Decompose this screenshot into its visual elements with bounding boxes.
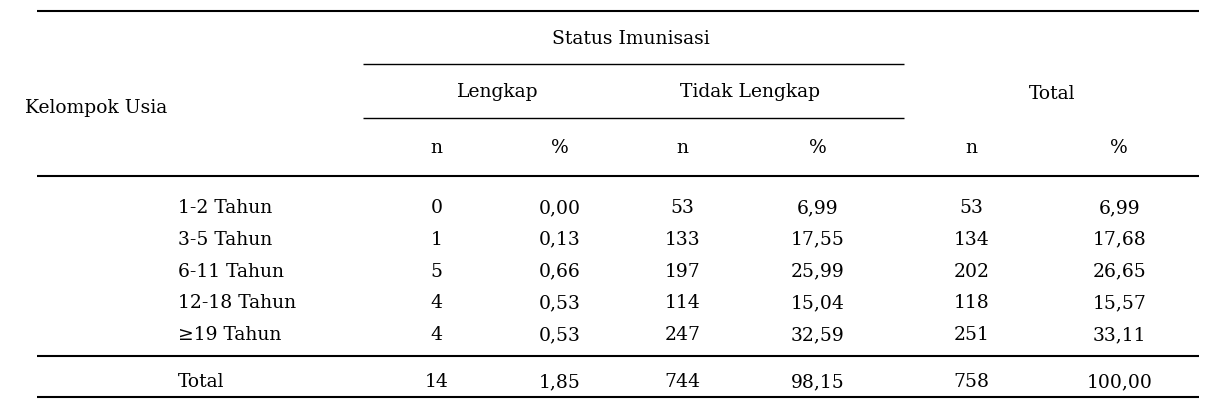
Text: %: %: [551, 139, 568, 157]
Text: 202: 202: [953, 262, 990, 281]
Text: Lengkap: Lengkap: [458, 83, 539, 101]
Text: 1,85: 1,85: [539, 373, 581, 391]
Text: 114: 114: [664, 295, 701, 312]
Text: 12-18 Tahun: 12-18 Tahun: [178, 295, 296, 312]
Text: 744: 744: [664, 373, 701, 391]
Text: 247: 247: [664, 326, 701, 344]
Text: n: n: [966, 139, 978, 157]
Text: 1-2 Tahun: 1-2 Tahun: [178, 199, 273, 217]
Text: 53: 53: [959, 199, 984, 217]
Text: Total: Total: [178, 373, 225, 391]
Text: 1: 1: [430, 231, 443, 249]
Text: 3-5 Tahun: 3-5 Tahun: [178, 231, 273, 249]
Text: 15,04: 15,04: [791, 295, 845, 312]
Text: Tidak Lengkap: Tidak Lengkap: [680, 83, 820, 101]
Text: 53: 53: [670, 199, 695, 217]
Text: %: %: [1111, 139, 1128, 157]
Text: Kelompok Usia: Kelompok Usia: [25, 99, 167, 117]
Text: 17,55: 17,55: [791, 231, 845, 249]
Text: 26,65: 26,65: [1092, 262, 1146, 281]
Text: Total: Total: [1028, 84, 1075, 103]
Text: 4: 4: [430, 326, 443, 344]
Text: 134: 134: [953, 231, 990, 249]
Text: ≥19 Tahun: ≥19 Tahun: [178, 326, 282, 344]
Text: %: %: [809, 139, 827, 157]
Text: 0,53: 0,53: [539, 326, 581, 344]
Text: 33,11: 33,11: [1092, 326, 1146, 344]
Text: 15,57: 15,57: [1092, 295, 1146, 312]
Text: 6,99: 6,99: [797, 199, 839, 217]
Text: 0: 0: [430, 199, 443, 217]
Text: n: n: [676, 139, 689, 157]
Text: 0,13: 0,13: [539, 231, 581, 249]
Text: 251: 251: [953, 326, 990, 344]
Text: 100,00: 100,00: [1086, 373, 1153, 391]
Text: 17,68: 17,68: [1092, 231, 1146, 249]
Text: 98,15: 98,15: [791, 373, 845, 391]
Text: 6,99: 6,99: [1098, 199, 1140, 217]
Text: 0,66: 0,66: [539, 262, 581, 281]
Text: 758: 758: [953, 373, 990, 391]
Text: 0,00: 0,00: [539, 199, 581, 217]
Text: 5: 5: [430, 262, 443, 281]
Text: 14: 14: [424, 373, 449, 391]
Text: 25,99: 25,99: [791, 262, 845, 281]
Text: 4: 4: [430, 295, 443, 312]
Text: 118: 118: [953, 295, 990, 312]
Text: 32,59: 32,59: [791, 326, 845, 344]
Text: 133: 133: [665, 231, 700, 249]
Text: 0,53: 0,53: [539, 295, 581, 312]
Text: Status Imunisasi: Status Imunisasi: [552, 30, 710, 48]
Text: 6-11 Tahun: 6-11 Tahun: [178, 262, 284, 281]
Text: 197: 197: [664, 262, 701, 281]
Text: n: n: [430, 139, 443, 157]
